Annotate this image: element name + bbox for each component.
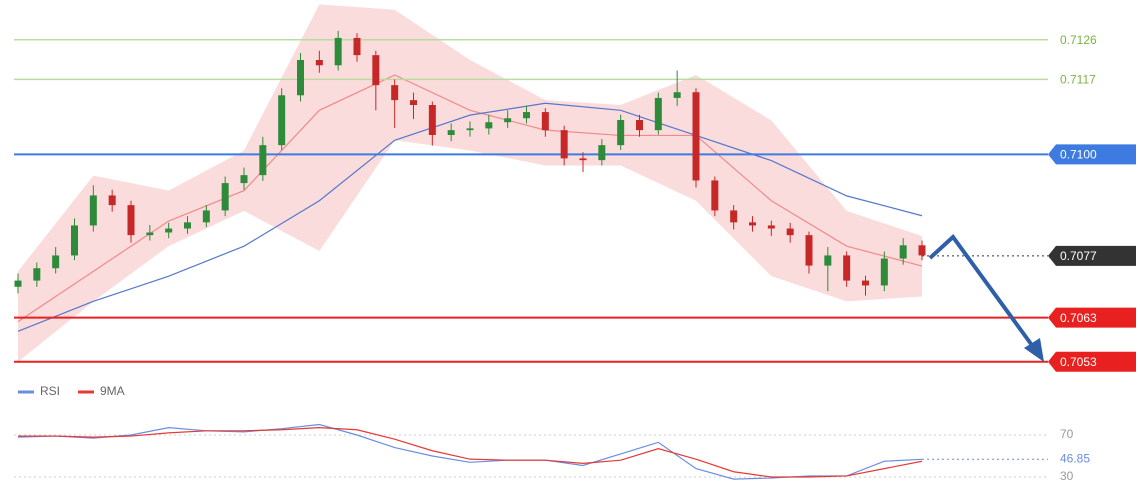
candle-body xyxy=(617,120,625,146)
candle-body xyxy=(560,130,568,159)
candle-body xyxy=(240,175,248,184)
candle-body xyxy=(673,92,681,98)
candle-body xyxy=(127,205,135,236)
level-label: 0.7100 xyxy=(1060,148,1097,162)
level-label: 0.7053 xyxy=(1060,355,1097,369)
legend-label: RSI xyxy=(40,384,60,398)
candle-body xyxy=(485,122,493,129)
candle-body xyxy=(165,228,173,233)
candle-body xyxy=(52,255,60,269)
candle-body xyxy=(14,280,22,287)
candle-body xyxy=(767,225,775,229)
candle-body xyxy=(899,245,907,259)
candle-body xyxy=(918,245,926,256)
candle-body xyxy=(824,255,832,266)
candle-body xyxy=(862,280,869,286)
candle-body xyxy=(843,255,851,281)
level-label-box xyxy=(1048,351,1136,372)
candle-body xyxy=(523,112,530,119)
candle-body xyxy=(428,105,436,135)
candle-body xyxy=(504,118,512,123)
y-tick-label: 70 xyxy=(1060,427,1074,441)
legend-label: 9MA xyxy=(100,384,125,398)
candle-body xyxy=(372,55,380,86)
price-panel: 0.7126 0.7117 0.7100 0.7077 0.7063 0.7053 xyxy=(14,4,1136,372)
arrow-head xyxy=(1024,338,1044,362)
candle-body xyxy=(805,235,813,266)
y-tick-label: 30 xyxy=(1060,469,1074,483)
rsi-panel: 70 30 RSI 9MA 46.85 xyxy=(14,384,1090,483)
candle-body xyxy=(692,92,700,181)
candle-body xyxy=(297,60,304,96)
candle-body xyxy=(146,232,154,236)
candle-body xyxy=(466,128,474,131)
candle-body xyxy=(353,37,361,56)
arrow-line xyxy=(928,234,1036,350)
candle-body xyxy=(33,268,41,281)
level-label: 0.7126 xyxy=(1060,33,1097,47)
candle-body xyxy=(598,145,606,161)
candle-body xyxy=(334,37,342,66)
level-label: 0.7063 xyxy=(1060,311,1097,325)
candle-body xyxy=(221,183,229,211)
candle-body xyxy=(108,195,116,206)
candle-body xyxy=(636,120,643,131)
candle-body xyxy=(654,97,662,131)
current-value-label: 46.85 xyxy=(1060,451,1090,465)
candle-body xyxy=(410,100,417,105)
candle-body xyxy=(184,222,191,229)
level-label-box xyxy=(1048,307,1136,328)
level-label-box xyxy=(1048,144,1136,165)
candle-body xyxy=(315,60,323,66)
forecast-arrow xyxy=(928,234,1044,362)
candle-body xyxy=(259,145,267,176)
candle-body xyxy=(711,180,719,211)
moving-average xyxy=(17,74,923,323)
indicator-line xyxy=(18,427,923,478)
candle-body xyxy=(89,195,97,226)
candle-body xyxy=(447,130,455,135)
indicator-line xyxy=(17,423,923,480)
candle-body xyxy=(202,210,210,223)
candle-body xyxy=(786,228,794,236)
candle-body xyxy=(541,112,549,131)
candle-body xyxy=(749,222,756,226)
candle-body xyxy=(730,210,738,223)
candle-body xyxy=(278,95,286,146)
moving-average xyxy=(17,102,923,332)
level-label-box xyxy=(1048,245,1136,266)
candle-body xyxy=(579,158,587,161)
level-label: 0.7117 xyxy=(1060,73,1096,87)
candle-body xyxy=(880,258,888,286)
candle-body xyxy=(391,85,399,101)
level-label: 0.7077 xyxy=(1060,249,1097,263)
candle-body xyxy=(71,225,78,256)
